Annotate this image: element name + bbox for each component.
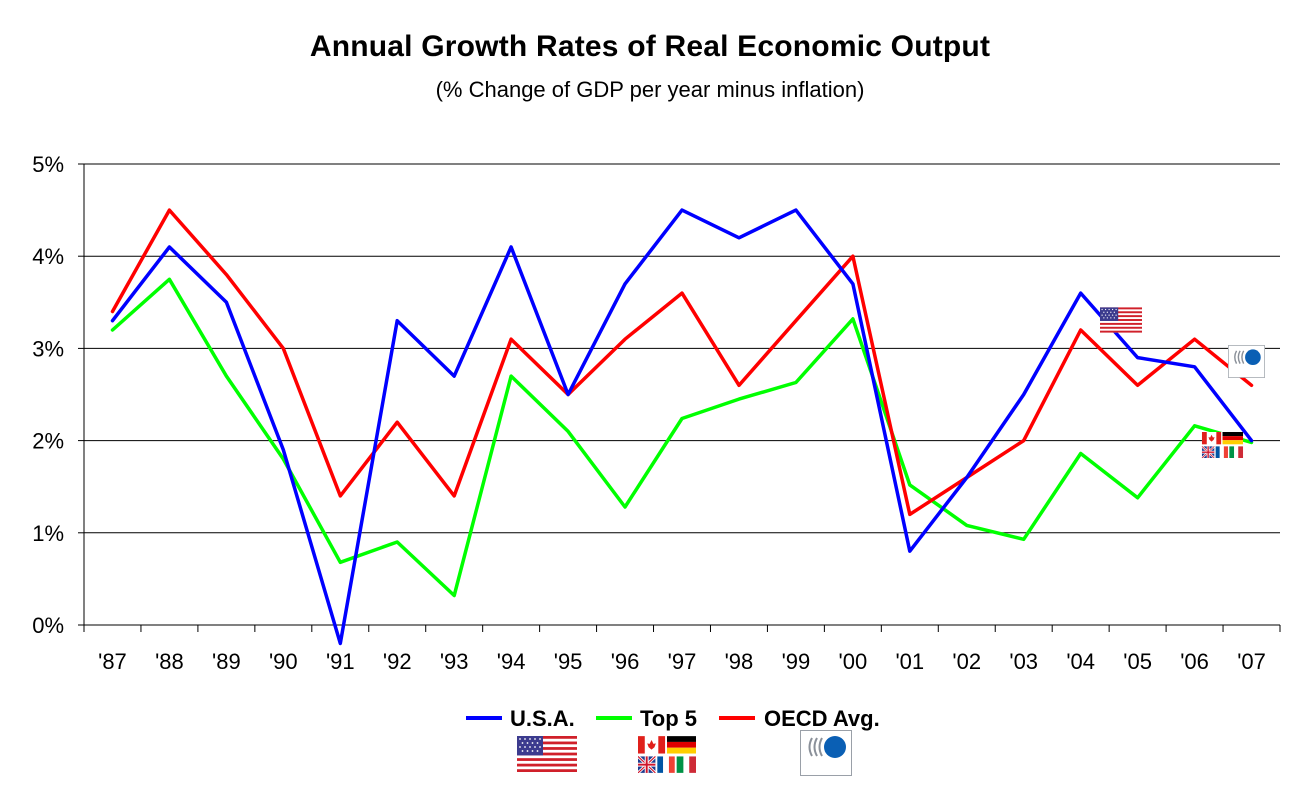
series-line-2	[110, 208, 1254, 517]
x-tick-label: '03	[1009, 649, 1038, 674]
series-line-0	[110, 208, 1254, 646]
x-tick-label: '93	[440, 649, 469, 674]
legend-label: OECD Avg.	[764, 706, 880, 731]
y-tick-label: 5%	[32, 152, 64, 177]
x-tick-label: '99	[782, 649, 811, 674]
series-line-1	[110, 277, 1254, 598]
y-tick-label: 1%	[32, 521, 64, 546]
us-flag-icon	[517, 736, 577, 772]
x-tick-label: '05	[1123, 649, 1152, 674]
x-tick-label: '98	[725, 649, 754, 674]
axes	[83, 164, 1281, 632]
x-tick-label: '00	[839, 649, 868, 674]
grid-lines	[78, 163, 1280, 626]
legend-label: Top 5	[640, 706, 697, 731]
x-tick-label: '87	[98, 649, 127, 674]
x-tick-label: '95	[554, 649, 583, 674]
x-tick-label: '92	[383, 649, 412, 674]
y-tick-label: 0%	[32, 613, 64, 638]
x-tick-label: '88	[155, 649, 184, 674]
x-tick-label: '06	[1180, 649, 1209, 674]
x-tick-label: '07	[1237, 649, 1266, 674]
legend: U.S.A. Top 5 OECD Avg.	[466, 706, 880, 776]
x-tick-label: '89	[212, 649, 241, 674]
oecd-logo-icon	[800, 730, 852, 776]
inline-series-markers	[1100, 307, 1265, 458]
y-tick-label: 3%	[32, 336, 64, 361]
us-flag-icon	[1100, 307, 1142, 333]
x-tick-label: '94	[497, 649, 526, 674]
x-tick-label: '01	[895, 649, 924, 674]
x-tick-label: '04	[1066, 649, 1095, 674]
top5-flags-icon	[1200, 432, 1245, 458]
chart-subtitle: (% Change of GDP per year minus inflatio…	[435, 77, 865, 102]
series-lines	[110, 208, 1254, 646]
chart-title: Annual Growth Rates of Real Economic Out…	[309, 30, 991, 63]
x-tick-label: '91	[326, 649, 355, 674]
y-tick-labels: 0% 1% 2% 3% 4% 5%	[32, 152, 64, 638]
x-tick-labels: '87 '88 '89 '90 '91 '92 '93 '94 '95 '96 '97 '98 '99 '…	[98, 649, 1266, 674]
x-tick-label: '02	[952, 649, 981, 674]
x-tick-label: '97	[668, 649, 697, 674]
top5-flags-icon	[638, 736, 696, 773]
legend-label: U.S.A.	[510, 706, 575, 731]
y-tick-label: 2%	[32, 429, 64, 454]
y-tick-label: 4%	[32, 244, 64, 269]
x-tick-label: '90	[269, 649, 298, 674]
x-tick-label: '96	[611, 649, 640, 674]
oecd-logo-icon	[1228, 345, 1265, 378]
